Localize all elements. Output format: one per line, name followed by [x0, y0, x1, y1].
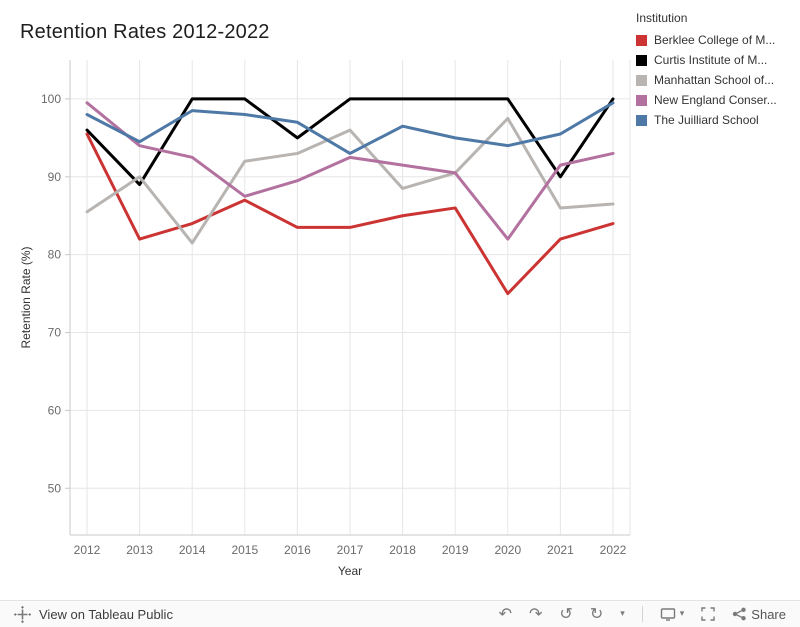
legend-title: Institution [636, 11, 688, 25]
series-line-3[interactable] [85, 101, 615, 241]
legend-item-berklee[interactable]: Berklee College of M... [636, 30, 796, 50]
svg-text:2015: 2015 [231, 543, 258, 557]
svg-text:50: 50 [48, 481, 62, 495]
download-caret-icon: ▾ [679, 609, 685, 619]
svg-text:2021: 2021 [547, 543, 574, 557]
manhattan-color-swatch [636, 74, 647, 86]
svg-text:60: 60 [48, 403, 62, 417]
fullscreen-button[interactable] [701, 607, 715, 621]
x-axis-title: Year [338, 564, 362, 578]
svg-text:70: 70 [48, 326, 62, 340]
series-line-1[interactable] [85, 97, 615, 187]
page-title: Retention Rates 2012-2022 [20, 21, 270, 43]
legend-item-label: Berklee College of M... [654, 33, 776, 47]
toolbar-divider [641, 606, 643, 622]
legend-item-label: Manhattan School of... [654, 73, 775, 87]
legend-item-curtis[interactable]: Curtis Institute of M... [636, 50, 796, 70]
tableau-logo-icon [14, 605, 31, 623]
legend-item-label: Curtis Institute of M... [654, 53, 768, 67]
svg-text:2018: 2018 [389, 543, 416, 557]
redo-icon[interactable]: ↷ [529, 604, 543, 623]
curtis-color-swatch [636, 54, 647, 66]
download-button[interactable]: ▾ [660, 607, 685, 621]
legend-item-label: New England Conser... [654, 93, 777, 107]
legend-item-label: The Juilliard School [654, 113, 759, 127]
retention-line-chart[interactable]: 50 60 70 80 90 100 2012 2013 2014 2015 2016 2017 201… [0, 50, 645, 580]
toolbar-actions: ↶ ↷ ↺ ↻ ▾ ▾ Share [499, 606, 786, 622]
share-label: Share [751, 606, 786, 622]
series-line-2[interactable] [85, 116, 615, 245]
view-on-tableau-public-link[interactable]: View on Tableau Public [14, 605, 173, 623]
legend-item-juilliard[interactable]: The Juilliard School [636, 110, 796, 130]
svg-text:2017: 2017 [337, 543, 364, 557]
svg-text:100: 100 [41, 92, 61, 106]
download-icon [660, 608, 675, 621]
legend: Institution Berklee College of M... Curt… [636, 10, 796, 130]
svg-text:2013: 2013 [126, 543, 153, 557]
juilliard-color-swatch [636, 114, 647, 126]
svg-text:2012: 2012 [74, 543, 101, 557]
series-line-0[interactable] [85, 132, 615, 296]
svg-text:80: 80 [48, 248, 62, 262]
svg-text:2022: 2022 [600, 543, 627, 557]
share-button[interactable]: Share [732, 607, 786, 622]
view-on-tableau-public-label: View on Tableau Public [39, 606, 173, 622]
toolbar-dropdown-caret-icon[interactable]: ▾ [620, 609, 625, 619]
svg-text:2016: 2016 [284, 543, 311, 557]
tableau-toolbar: View on Tableau Public ↶ ↷ ↺ ↻ ▾ ▾ [0, 600, 800, 627]
new-england-color-swatch [636, 94, 647, 106]
y-axis-title: Retention Rate (%) [19, 246, 33, 348]
svg-text:2019: 2019 [442, 543, 469, 557]
share-icon [733, 607, 746, 621]
revert-icon[interactable]: ↺ [559, 604, 573, 623]
svg-text:2014: 2014 [179, 543, 206, 557]
svg-text:90: 90 [48, 170, 62, 184]
refresh-icon[interactable]: ↻ [589, 604, 604, 623]
fullscreen-icon [701, 607, 715, 621]
svg-text:2020: 2020 [494, 543, 521, 557]
berklee-color-swatch [636, 34, 647, 46]
legend-item-manhattan[interactable]: Manhattan School of... [636, 70, 796, 90]
legend-item-new-england[interactable]: New England Conser... [636, 90, 796, 110]
undo-icon[interactable]: ↶ [498, 604, 513, 623]
series-line-4[interactable] [85, 101, 615, 155]
